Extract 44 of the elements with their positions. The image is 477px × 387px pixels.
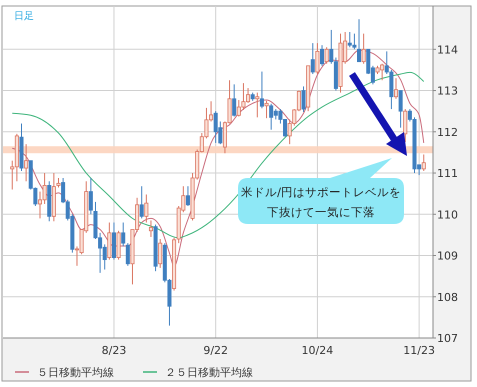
candlestick [403, 108, 408, 143]
candlestick [255, 92, 260, 118]
candlestick [158, 238, 162, 268]
y-tick-label: 108 [437, 290, 458, 304]
y-tick-label: 109 [437, 250, 458, 263]
candlestick [315, 42, 320, 75]
candlestick [148, 220, 153, 238]
candlestick [302, 86, 306, 112]
candlestick [232, 84, 236, 118]
candlestick [352, 33, 356, 50]
y-tick-label: 113 [437, 84, 458, 98]
candlestick [320, 44, 324, 66]
candlestick [126, 242, 130, 266]
y-tick-label: 112 [437, 126, 458, 139]
x-tick-label: 10/24 [302, 344, 334, 357]
x-tick-label: 11/23 [403, 344, 435, 357]
annotation: 下抜けて一気に下落 [267, 205, 375, 219]
line-series [12, 72, 424, 238]
y-tick-label: 110 [437, 208, 458, 222]
candlestick [88, 177, 93, 215]
candlestick [140, 186, 144, 219]
candlestick [310, 42, 315, 75]
candlestick [56, 177, 60, 188]
candlestick [422, 154, 426, 172]
candlestick [398, 90, 403, 128]
text: 日足 [14, 11, 34, 22]
candlestick [186, 186, 190, 207]
x-tick-label: 8/23 [102, 344, 126, 357]
y-tick-label: 114 [437, 43, 458, 56]
legend-label: ２５日移動平均線 [165, 366, 253, 379]
y-tick-label: 111 [437, 167, 458, 180]
candlestick [394, 78, 398, 100]
legend-label: ５日移動平均線 [37, 366, 114, 379]
candlestick [264, 100, 269, 119]
y-tick-label: 107 [437, 332, 458, 345]
annotation: 米ドル/円はサポートレベルを [241, 185, 401, 199]
candlestick [24, 144, 28, 182]
candlestick [121, 222, 126, 247]
candlestick [324, 46, 329, 64]
candlestick [260, 71, 264, 109]
x-tick-label: 9/22 [203, 344, 228, 357]
candlestick [357, 18, 362, 62]
candlestick [362, 33, 366, 64]
candlestick [144, 194, 148, 224]
